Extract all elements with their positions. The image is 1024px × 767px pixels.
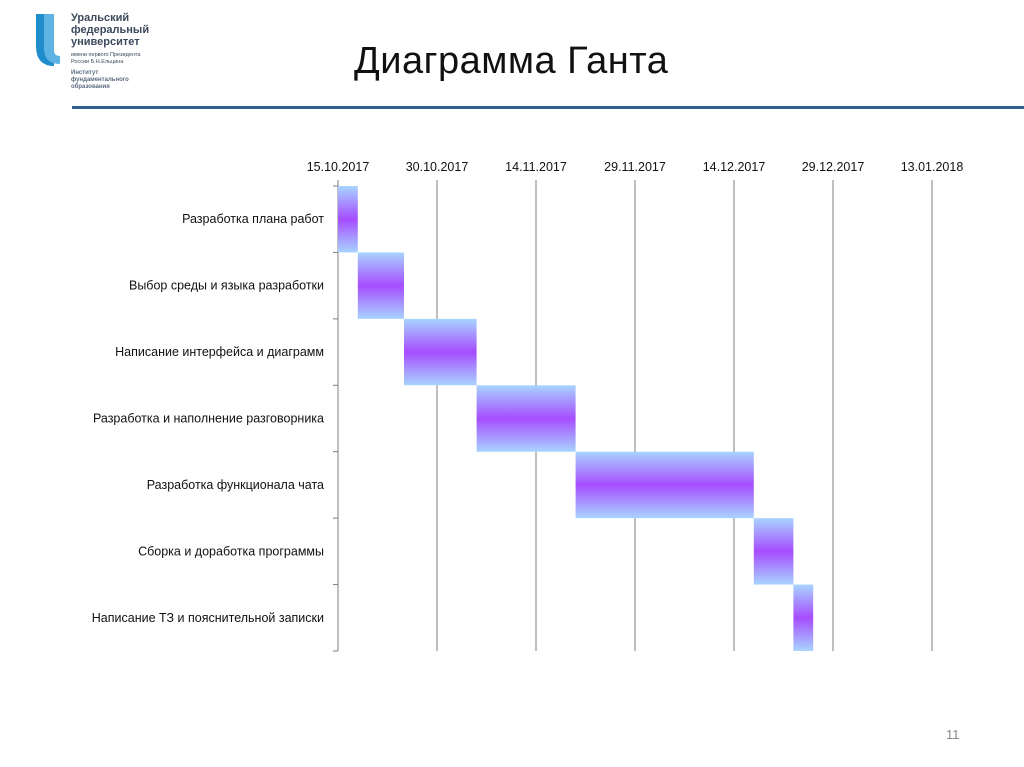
gantt-bar (575, 451, 754, 519)
gantt-bar (357, 252, 404, 319)
logo-subtitle: имени первого Президента России Б.Н.Ельц… (71, 52, 141, 65)
task-label: Выбор среды и языка разработки (129, 279, 324, 293)
gantt-bar (793, 584, 814, 651)
gantt-bar (404, 318, 477, 386)
university-logo: Уральский федеральный университет имени … (34, 12, 164, 102)
task-label: Разработка функционала чата (147, 478, 324, 492)
page-number: 11 (946, 727, 960, 742)
x-tick-label: 29.11.2017 (604, 160, 666, 174)
x-tick-label: 13.01.2018 (901, 160, 964, 174)
task-label: Написание ТЗ и пояснительной записки (92, 611, 324, 625)
urfu-logo-icon (36, 14, 60, 66)
task-label: Сборка и доработка программы (138, 544, 324, 558)
gantt-bar (476, 385, 576, 452)
x-tick-label: 15.10.2017 (307, 160, 370, 174)
task-label: Разработка и наполнение разговорника (93, 412, 324, 426)
x-tick-label: 14.12.2017 (703, 160, 766, 174)
task-label: Разработка плана работ (182, 212, 324, 226)
slide-title: Диаграмма Ганта (354, 40, 669, 82)
x-tick-label: 29.12.2017 (802, 160, 865, 174)
task-label: Написание интерфейса и диаграмм (115, 345, 324, 359)
logo-institute: Институт фундаментального образования (71, 70, 129, 90)
logo-university-name: Уральский федеральный университет (71, 12, 150, 48)
header-divider (72, 106, 1024, 109)
gantt-bar (753, 518, 794, 585)
gantt-bar (338, 186, 358, 253)
x-tick-label: 30.10.2017 (406, 160, 469, 174)
x-tick-label: 14.11.2017 (505, 160, 567, 174)
